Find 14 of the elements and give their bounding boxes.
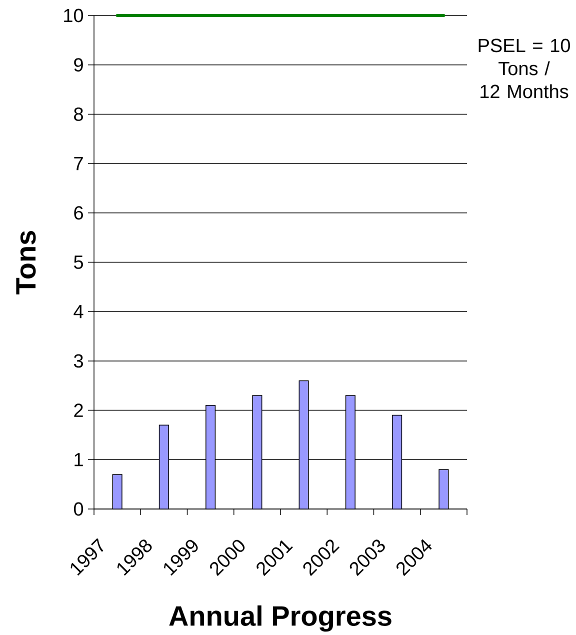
y-tick-label: 0: [74, 502, 84, 516]
x-axis-title: Annual Progress: [169, 605, 392, 632]
y-tick-label: 7: [74, 157, 83, 170]
y-tick-label: 3: [74, 354, 83, 368]
ref-line-label: PSEL = 10 Tons / 12 Months: [478, 38, 570, 98]
y-tick-label: 1: [74, 453, 83, 466]
y-tick-label: 4: [74, 305, 84, 318]
y-tick-label: 5: [74, 256, 83, 269]
y-axis-title: Tons: [16, 230, 36, 294]
y-tick-label: 10: [64, 8, 84, 22]
y-tick-label: 8: [74, 107, 83, 121]
y-tick-label: 2: [74, 404, 83, 417]
y-tick-label: 6: [74, 206, 83, 220]
y-tick-label: 9: [74, 58, 83, 72]
